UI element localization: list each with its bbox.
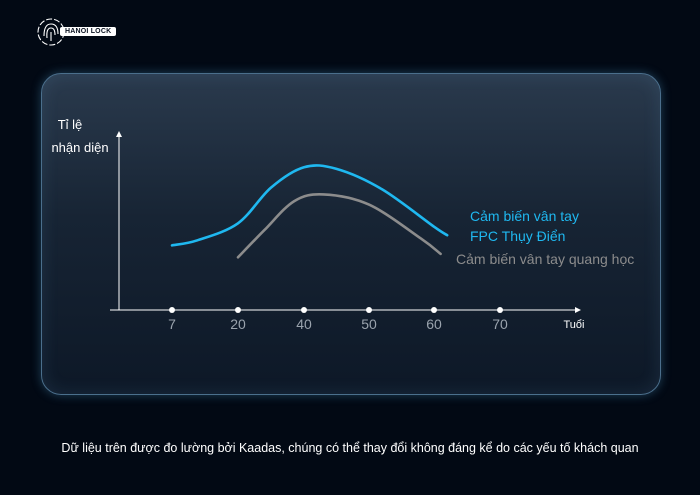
- x-axis-arrow: [575, 307, 581, 313]
- x-tick-label: 70: [492, 316, 508, 332]
- series-line-optical: [236, 192, 442, 259]
- series-label-optical: Cảm biến vân tay quang học: [456, 251, 634, 267]
- x-tick-dot: [169, 307, 175, 313]
- x-tick-dot: [431, 307, 437, 313]
- x-tick-label: 50: [361, 316, 377, 332]
- x-tick-label: 20: [230, 316, 246, 332]
- x-tick-label: 60: [426, 316, 442, 332]
- y-axis-label-line-1: Tỉ lệ: [58, 117, 83, 132]
- logo-text: HANOI LOCK: [60, 27, 117, 36]
- series-line-fpc: [170, 164, 449, 247]
- series-label-fpc-line-2: FPC Thụy Điển: [470, 228, 565, 244]
- x-tick-dot: [301, 307, 307, 313]
- series-label-fpc-line-1: Cảm biến vân tay: [470, 208, 579, 224]
- x-tick-dot: [497, 307, 503, 313]
- x-axis-label: Tuổi: [564, 319, 585, 331]
- y-axis-arrow: [116, 131, 122, 137]
- x-tick-label: 40: [296, 316, 312, 332]
- chart-panel: [41, 73, 661, 395]
- x-tick-label: 7: [168, 316, 176, 332]
- brand-logo: HANOI LOCK: [36, 14, 117, 50]
- x-tick-dot: [366, 307, 372, 313]
- x-tick-dot: [235, 307, 241, 313]
- y-axis-label-line-2: nhận diện: [51, 140, 108, 155]
- footer-note: Dữ liệu trên được đo lường bởi Kaadas, c…: [61, 441, 639, 455]
